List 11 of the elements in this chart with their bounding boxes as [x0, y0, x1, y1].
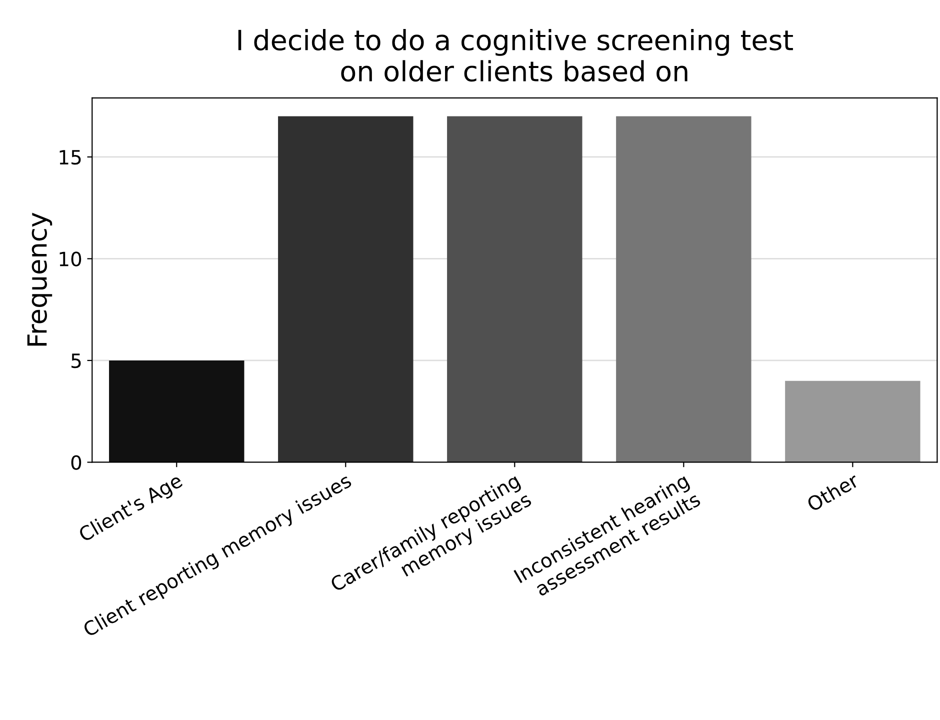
bar [447, 116, 582, 462]
bar [278, 116, 414, 462]
y-axis-title: Frequency [27, 212, 52, 346]
bar [785, 380, 920, 462]
y-tick-label: 15 [60, 150, 81, 165]
chart-title: I decide to do a cognitive screening test on older clients based on [238, 29, 793, 82]
y-tick-label: 5 [72, 354, 81, 368]
bar [109, 360, 244, 462]
y-tick-label: 0 [71, 455, 82, 470]
y-tick-label: 10 [60, 252, 82, 266]
bar [616, 116, 752, 462]
